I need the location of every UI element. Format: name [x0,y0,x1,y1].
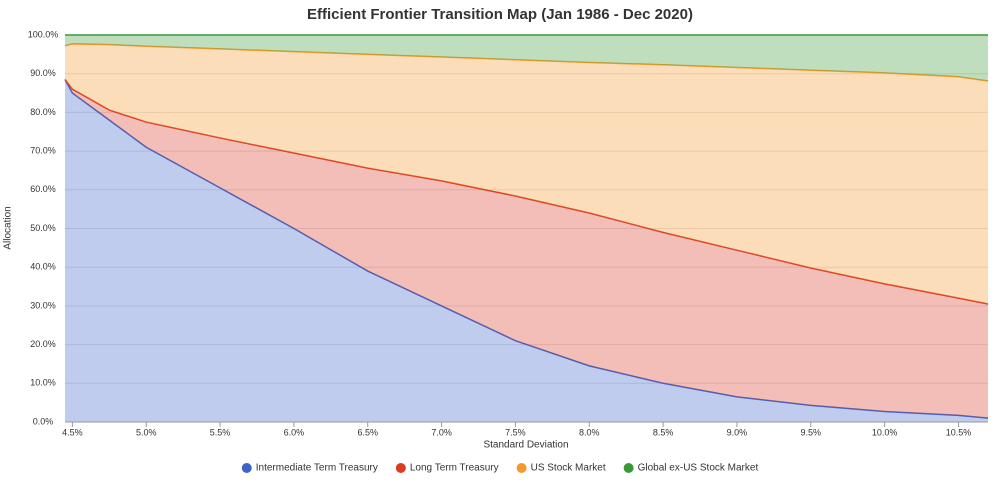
area-line [64,79,989,419]
y-tick-label: 40.0% [30,262,56,272]
x-tick-label: 5.0% [136,427,157,437]
x-tick-label: 10.5% [946,427,972,437]
x-tick-label: 7.0% [431,427,452,437]
chart-title: Efficient Frontier Transition Map (Jan 1… [307,6,693,23]
legend-marker [516,463,527,473]
y-tick-label: 50.0% [30,223,56,233]
y-tick-label: 60.0% [30,184,56,194]
x-tick-label: 6.0% [284,427,305,437]
y-tick-label: 0.0% [33,416,54,426]
y-tick-label: 10.0% [30,378,56,388]
area [65,79,988,419]
legend-label: US Stock Market [531,463,606,474]
legend-label: Long Term Treasury [410,463,499,474]
y-tick-label: 20.0% [30,339,56,349]
x-tick-label: 8.0% [579,427,600,437]
x-tick-label: 8.5% [653,427,674,437]
y-tick-label: 90.0% [30,68,56,78]
y-axis-title: Allocation [3,206,14,249]
x-tick-label: 7.5% [505,427,526,437]
area-line [64,43,989,82]
y-tick-label: 80.0% [30,107,56,117]
y-tick-label: 70.0% [30,145,56,155]
legend-marker [241,463,252,473]
area-line [64,79,989,305]
legend-marker [395,463,406,473]
area [65,43,988,304]
x-tick-label: 6.5% [357,427,378,437]
y-tick-label: 100.0% [28,29,59,39]
x-tick-label: 9.5% [801,427,822,437]
legend-label: Intermediate Term Treasury [256,463,378,474]
x-axis-title: Standard Deviation [483,440,568,451]
area [65,35,988,82]
x-tick-label: 10.0% [872,427,898,437]
area [65,79,988,422]
legend-marker [623,463,634,473]
x-tick-label: 9.0% [727,427,748,437]
x-tick-label: 5.5% [210,427,231,437]
legend-label: Global ex-US Stock Market [638,463,759,474]
y-tick-label: 30.0% [30,300,56,310]
x-tick-label: 4.5% [62,427,83,437]
